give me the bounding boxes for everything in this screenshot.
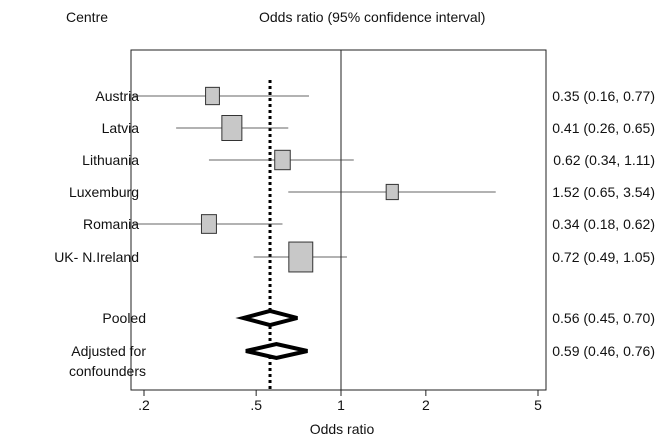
- point-estimate-box: [274, 149, 291, 171]
- ci-value-label: 0.41 (0.26, 0.65): [552, 120, 655, 136]
- x-tick-label: 5: [534, 397, 542, 413]
- summary-diamond: [235, 308, 298, 328]
- study-label: Romania: [83, 216, 139, 232]
- study-label: Lithuania: [82, 152, 139, 168]
- ci-value-label: 0.35 (0.16, 0.77): [552, 88, 655, 104]
- reference-lines: [268, 50, 342, 390]
- x-tick-label: .2: [138, 397, 150, 413]
- point-estimate-box: [200, 214, 217, 234]
- summary-label: confounders: [69, 363, 146, 379]
- summary-label: Pooled: [102, 310, 146, 326]
- point-estimate-box: [205, 86, 220, 106]
- plot-frame: [130, 49, 547, 391]
- study-label: Luxemburg: [69, 184, 139, 200]
- x-tick-label: 1: [337, 397, 345, 413]
- x-axis: .2 .5 1 2 5: [138, 390, 542, 413]
- ci-value-label: 0.72 (0.49, 1.05): [552, 249, 655, 265]
- x-tick-label: .5: [250, 397, 262, 413]
- study-label: UK- N.Ireland: [54, 249, 139, 265]
- x-axis-label: Odds ratio: [310, 421, 375, 437]
- study-estimates: Austria 0.35 (0.16, 0.77) Latvia 0.41 (0.26…: [54, 86, 655, 273]
- summary-diamond: [245, 341, 308, 361]
- ci-value-label: 1.52 (0.65, 3.54): [552, 184, 655, 200]
- ci-value-label: 0.34 (0.18, 0.62): [552, 216, 655, 232]
- point-estimate-box: [288, 241, 314, 273]
- point-estimate-box: [385, 183, 399, 201]
- point-estimate-box: [221, 115, 243, 141]
- summary-estimates: Pooled 0.56 (0.45, 0.70) Adjusted for confo…: [69, 308, 655, 379]
- x-tick-label: 2: [422, 397, 430, 413]
- study-label: Austria: [95, 88, 139, 104]
- odds-ratio-column-header: Odds ratio (95% confidence interval): [259, 9, 485, 25]
- summary-label: Adjusted for: [71, 343, 146, 359]
- ci-value-label: 0.59 (0.46, 0.76): [552, 343, 655, 359]
- ci-value-label: 0.62 (0.34, 1.11): [553, 152, 655, 168]
- ci-value-label: 0.56 (0.45, 0.70): [552, 310, 655, 326]
- study-label: Latvia: [102, 120, 140, 136]
- centre-column-header: Centre: [66, 9, 108, 25]
